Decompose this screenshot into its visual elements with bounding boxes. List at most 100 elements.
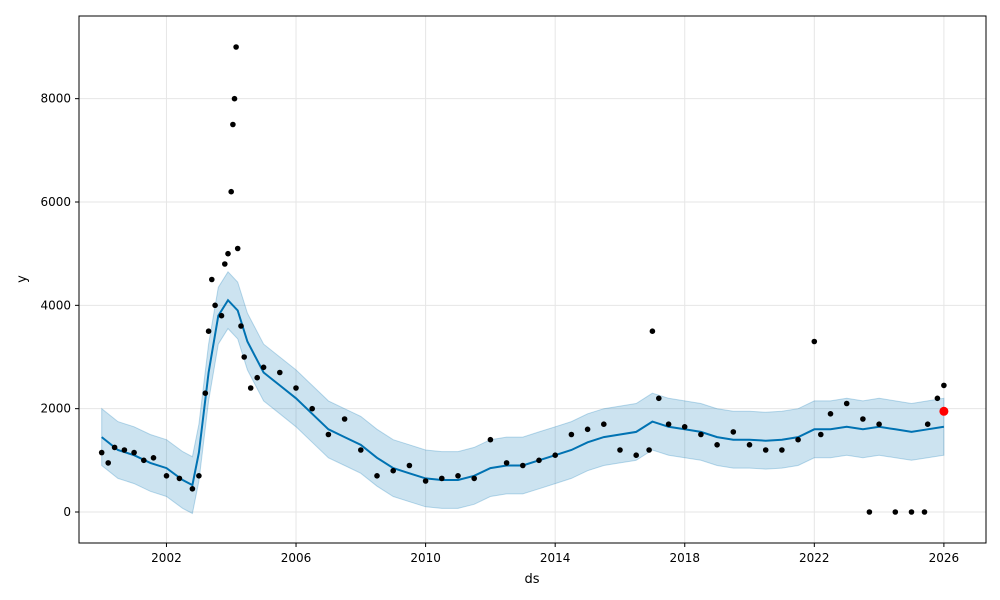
observed-point-34 <box>374 473 380 479</box>
observed-point-57 <box>714 442 720 448</box>
observed-point-68 <box>866 509 873 515</box>
x-tick-label-1: 2006 <box>281 551 312 565</box>
observed-point-48 <box>601 421 607 428</box>
x-tick-label-6: 2026 <box>929 551 960 565</box>
observed-point-33 <box>358 447 364 453</box>
observed-point-26 <box>254 374 260 381</box>
observed-point-67 <box>860 416 866 422</box>
observed-point-58 <box>730 429 737 435</box>
observed-point-9 <box>189 486 196 492</box>
observed-point-42 <box>503 460 510 466</box>
observed-point-45 <box>552 452 558 459</box>
observed-point-31 <box>325 431 332 438</box>
observed-point-6 <box>150 455 157 461</box>
observed-point-49 <box>617 447 623 453</box>
observed-point-28 <box>277 369 283 376</box>
observed-point-4 <box>131 449 137 456</box>
observed-point-41 <box>487 436 494 443</box>
observed-point-69 <box>876 421 882 428</box>
observed-point-11 <box>202 390 209 397</box>
observed-point-60 <box>762 447 769 453</box>
observed-point-59 <box>746 442 753 448</box>
observed-point-43 <box>520 462 526 469</box>
forecast-line-layer <box>101 298 945 487</box>
uncertainty-band-layer <box>101 270 945 515</box>
observed-point-32 <box>341 416 348 422</box>
observed-point-12 <box>205 328 212 335</box>
x-tick-label-3: 2014 <box>540 551 571 565</box>
observed-point-2 <box>111 444 118 451</box>
observed-point-1 <box>105 460 111 466</box>
plot-frame <box>78 15 987 544</box>
observed-point-22 <box>234 245 241 252</box>
observed-point-35 <box>390 467 397 474</box>
observed-point-16 <box>222 261 228 267</box>
observed-point-20 <box>231 95 238 102</box>
observed-point-25 <box>247 385 254 391</box>
x-tick-label-2: 2010 <box>410 551 441 565</box>
observed-point-70 <box>892 509 899 515</box>
observed-point-73 <box>924 421 931 428</box>
observed-point-39 <box>455 473 461 479</box>
highlight-point-0 <box>939 406 949 416</box>
observed-point-7 <box>163 473 170 479</box>
observed-point-71 <box>908 509 915 515</box>
observed-point-13 <box>209 276 215 283</box>
x-axis-label: ds <box>524 572 539 587</box>
observed-point-23 <box>238 323 244 329</box>
observed-point-66 <box>843 400 850 407</box>
observed-point-24 <box>241 354 247 360</box>
grid-layer <box>79 16 986 543</box>
observed-point-0 <box>98 449 105 456</box>
y-tick-label-4: 8000 <box>40 92 71 106</box>
observed-point-40 <box>471 475 478 482</box>
observed-point-51 <box>646 447 652 453</box>
observed-point-21 <box>233 44 239 50</box>
uncertainty-band <box>101 270 945 515</box>
observed-point-56 <box>698 431 704 438</box>
y-tick-label-2: 4000 <box>40 298 71 312</box>
observed-point-62 <box>795 436 801 443</box>
observed-point-18 <box>228 188 234 195</box>
observed-point-19 <box>230 121 236 128</box>
x-tick-label-4: 2018 <box>669 551 700 565</box>
observed-point-52 <box>649 328 656 335</box>
observed-point-47 <box>584 426 591 433</box>
observed-point-53 <box>656 395 662 402</box>
highlight-points-layer <box>939 406 949 416</box>
observed-point-75 <box>941 382 947 389</box>
observed-point-3 <box>121 447 128 453</box>
observed-point-54 <box>665 421 672 428</box>
observed-point-44 <box>536 457 542 464</box>
observed-point-50 <box>633 452 639 459</box>
observed-points-layer <box>98 44 947 515</box>
observed-point-14 <box>212 302 218 309</box>
observed-point-30 <box>309 405 316 412</box>
observed-point-38 <box>439 475 445 482</box>
observed-point-46 <box>568 431 575 438</box>
observed-point-29 <box>293 385 299 391</box>
observed-point-27 <box>260 364 267 371</box>
observed-point-8 <box>176 475 183 482</box>
y-tick-label-1: 2000 <box>40 402 71 416</box>
observed-point-63 <box>811 338 818 345</box>
observed-point-15 <box>218 312 225 319</box>
forecast-line <box>101 298 945 487</box>
observed-point-61 <box>779 447 785 453</box>
observed-point-65 <box>827 411 834 417</box>
observed-point-72 <box>921 509 928 515</box>
y-tick-label-3: 6000 <box>40 195 71 209</box>
y-axis-label: y <box>15 275 30 283</box>
x-tick-label-5: 2022 <box>799 551 830 565</box>
observed-point-74 <box>934 395 941 402</box>
observed-point-17 <box>225 250 231 257</box>
observed-point-10 <box>196 473 202 479</box>
y-tick-label-0: 0 <box>63 505 71 519</box>
x-tick-label-0: 2002 <box>151 551 182 565</box>
observed-point-55 <box>681 424 688 430</box>
observed-point-64 <box>818 431 824 438</box>
observed-point-5 <box>141 457 147 464</box>
observed-point-37 <box>422 478 429 484</box>
